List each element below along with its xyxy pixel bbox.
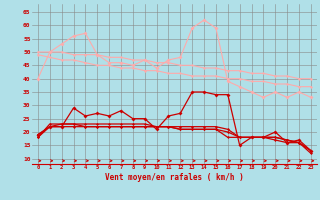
X-axis label: Vent moyen/en rafales ( km/h ): Vent moyen/en rafales ( km/h ) [105, 173, 244, 182]
